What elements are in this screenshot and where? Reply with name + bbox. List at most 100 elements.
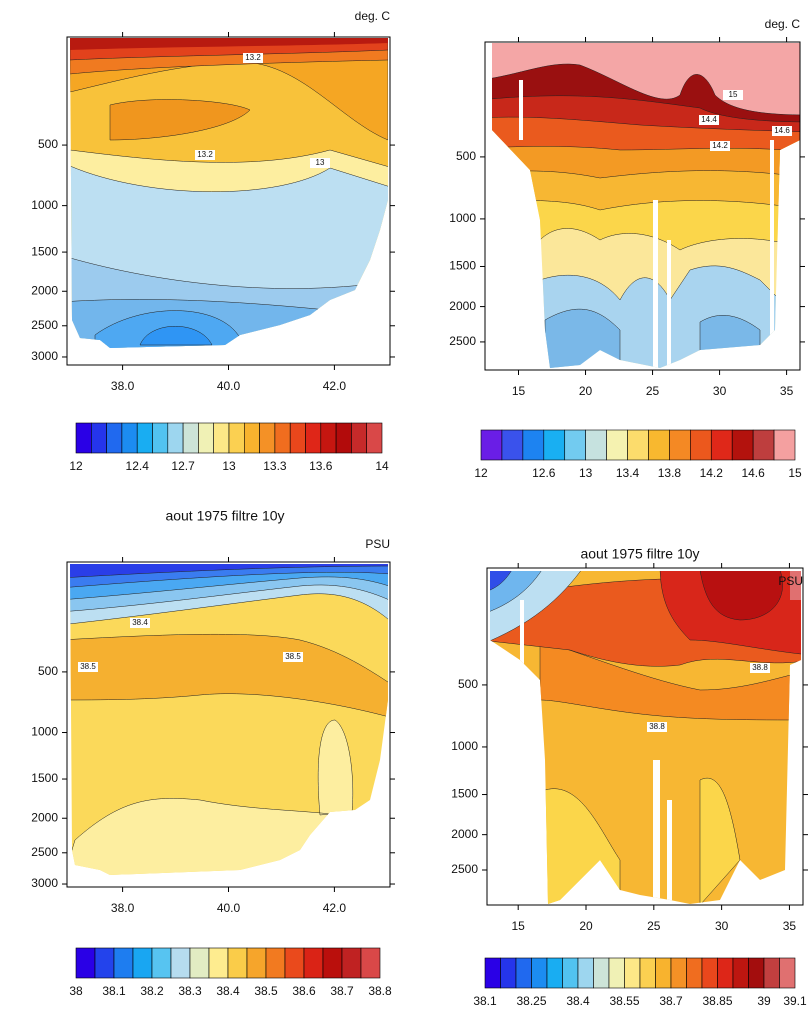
colorbar-box bbox=[320, 422, 337, 454]
colorbar-box bbox=[227, 947, 248, 979]
colorbar-box bbox=[113, 947, 134, 979]
colorbar-box bbox=[265, 947, 286, 979]
y-tick-label: 1000 bbox=[451, 739, 478, 753]
colorbar-box bbox=[366, 422, 383, 454]
colorbar-label: 15 bbox=[788, 466, 802, 480]
colorbar-box bbox=[289, 422, 306, 454]
x-tick-label: 42.0 bbox=[323, 901, 347, 915]
contour-label-box bbox=[723, 90, 743, 100]
gap bbox=[520, 600, 524, 690]
y-tick-label: 500 bbox=[38, 137, 58, 151]
y-tick-label: 3000 bbox=[31, 876, 58, 890]
x-tick-label: 30 bbox=[715, 919, 729, 933]
contour-label-box bbox=[283, 652, 303, 662]
gap bbox=[653, 200, 658, 368]
colorbar-box bbox=[91, 422, 107, 454]
colorbar-box bbox=[360, 947, 381, 979]
contour-band bbox=[539, 639, 801, 721]
colorbar-label: 38.4 bbox=[566, 994, 590, 1008]
contour-label: 38.8 bbox=[752, 663, 768, 672]
colorbar-box bbox=[151, 947, 172, 979]
colorbar-box bbox=[335, 422, 352, 454]
unit-label: PSU bbox=[365, 537, 390, 551]
contour-band bbox=[490, 571, 516, 595]
colorbar-label: 38.7 bbox=[330, 984, 354, 998]
colorbar-box bbox=[341, 947, 362, 979]
colorbar-box bbox=[701, 957, 718, 989]
colorbar-box bbox=[136, 422, 153, 454]
contour-label: 15 bbox=[729, 90, 738, 99]
colorbar-box bbox=[585, 429, 607, 461]
colorbar-box bbox=[690, 429, 712, 461]
unit-label: PSU bbox=[778, 574, 803, 588]
colorbar-label: 13 bbox=[579, 466, 593, 480]
colorbar-label: 12 bbox=[69, 459, 83, 473]
y-tick-label: 2000 bbox=[451, 827, 478, 841]
gap bbox=[667, 240, 671, 368]
contour-band bbox=[70, 38, 388, 50]
colorbar-box bbox=[779, 957, 796, 989]
colorbar-box bbox=[94, 947, 115, 979]
colorbar-box bbox=[228, 422, 245, 454]
colorbar-box bbox=[152, 422, 169, 454]
contour-label: 13 bbox=[316, 158, 325, 167]
colorbar-label: 12.6 bbox=[532, 466, 556, 480]
y-tick-label: 500 bbox=[456, 149, 476, 163]
colorbar-box bbox=[577, 957, 594, 989]
colorbar-box bbox=[531, 957, 548, 989]
y-tick-label: 2000 bbox=[31, 810, 58, 824]
colorbar-box bbox=[500, 957, 517, 989]
colorbar-box bbox=[639, 957, 656, 989]
contour-label: 13.2 bbox=[245, 53, 261, 62]
colorbar-label: 38.6 bbox=[292, 984, 316, 998]
contour-band bbox=[139, 326, 213, 346]
colorbar-box bbox=[564, 429, 586, 461]
contour-band bbox=[70, 564, 388, 579]
colorbar-box bbox=[763, 957, 780, 989]
y-tick-label: 1000 bbox=[31, 198, 58, 212]
colorbar-box bbox=[121, 422, 138, 454]
colorbar-label: 38.2 bbox=[140, 984, 164, 998]
colorbar-box bbox=[480, 429, 503, 461]
y-tick-label: 1000 bbox=[31, 725, 58, 739]
contour-label-box bbox=[750, 663, 770, 673]
y-tick-label: 1500 bbox=[31, 244, 58, 258]
colorbar-label: 12.4 bbox=[126, 459, 150, 473]
y-tick-label: 2000 bbox=[449, 299, 476, 313]
contour-label-box bbox=[710, 141, 730, 151]
contour-label-box bbox=[195, 150, 215, 160]
contour-field bbox=[490, 571, 801, 904]
plot-frame bbox=[486, 567, 804, 906]
colorbar-label: 38.25 bbox=[516, 994, 546, 1008]
colorbar-label: 38.1 bbox=[102, 984, 126, 998]
x-tick-label: 35 bbox=[783, 919, 797, 933]
colorbar-box bbox=[543, 429, 566, 461]
y-tick-label: 1000 bbox=[449, 211, 476, 225]
y-tick-label: 3000 bbox=[31, 349, 58, 363]
y-tick-label: 1500 bbox=[31, 771, 58, 785]
colorbar-label: 39.1 bbox=[783, 994, 807, 1008]
colorbar-box bbox=[710, 429, 733, 461]
colorbar-box bbox=[562, 957, 579, 989]
x-tick-label: 40.0 bbox=[217, 379, 241, 393]
x-tick-label: 25 bbox=[647, 919, 661, 933]
contour-label: 13.2 bbox=[197, 150, 213, 159]
colorbar-box bbox=[189, 947, 210, 979]
contour-band bbox=[699, 571, 783, 621]
x-tick-label: 15 bbox=[512, 919, 526, 933]
colorbar-box bbox=[132, 947, 153, 979]
colorbar-box bbox=[198, 422, 214, 454]
x-tick-label: 38.0 bbox=[111, 901, 135, 915]
colorbar-box bbox=[305, 422, 322, 454]
colorbar-label: 14.2 bbox=[700, 466, 724, 480]
gap bbox=[519, 80, 523, 140]
contour-label: 14.6 bbox=[774, 126, 790, 135]
x-tick-label: 35 bbox=[780, 384, 794, 398]
colorbar-box bbox=[686, 957, 703, 989]
colorbar-label: 38.85 bbox=[702, 994, 732, 1008]
contour-label: 38.4 bbox=[132, 618, 148, 627]
y-tick-label: 2500 bbox=[449, 334, 476, 348]
contour-label: 14.2 bbox=[712, 141, 728, 150]
contour-label-box bbox=[772, 126, 792, 136]
